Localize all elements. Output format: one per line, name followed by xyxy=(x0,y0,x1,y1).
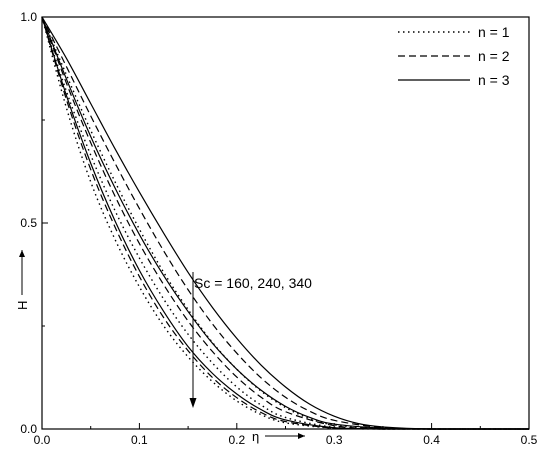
y-ticks: 0.0 0.5 1.0 xyxy=(20,10,48,436)
y-tick-label-1: 0.5 xyxy=(20,216,37,230)
series-line-dotted-0 xyxy=(41,16,529,430)
x-axis-arrow xyxy=(265,433,305,439)
x-tick-label-0: 0.0 xyxy=(34,433,51,447)
x-tick-label-1: 0.1 xyxy=(131,433,148,447)
legend-label-2: n = 2 xyxy=(478,48,510,64)
x-tick-label-5: 0.5 xyxy=(521,433,538,447)
series-line-dashed-3 xyxy=(41,16,529,430)
series-line-dashed-4 xyxy=(41,16,529,430)
y-tick-label-0: 0.0 xyxy=(20,422,37,436)
x-axis-label: η xyxy=(252,429,259,444)
series-line-dashed-5 xyxy=(41,16,529,430)
series-line-solid-7 xyxy=(41,16,529,430)
series-line-dotted-1 xyxy=(41,16,529,430)
annotation-arrow xyxy=(189,272,197,408)
annotation-label: Sc = 160, 240, 340 xyxy=(194,275,312,291)
x-tick-label-4: 0.4 xyxy=(423,433,440,447)
legend-label-3: n = 3 xyxy=(478,72,510,88)
x-ticks: 0.0 0.1 0.2 0.3 0.4 0.5 xyxy=(34,423,538,447)
legend-label-1: n = 1 xyxy=(478,24,510,40)
y-axis-label: H xyxy=(15,301,30,310)
legend: n = 1 n = 2 n = 3 xyxy=(398,24,510,88)
x-tick-label-3: 0.3 xyxy=(326,433,343,447)
series-line-solid-6 xyxy=(41,16,529,430)
series-line-dotted-2 xyxy=(41,16,529,430)
y-axis-arrow xyxy=(19,250,25,295)
series-line-solid-8 xyxy=(41,16,529,430)
y-tick-label-2: 1.0 xyxy=(20,10,37,24)
x-tick-label-2: 0.2 xyxy=(228,433,245,447)
series-layer xyxy=(41,16,529,430)
plot-frame xyxy=(41,16,530,430)
